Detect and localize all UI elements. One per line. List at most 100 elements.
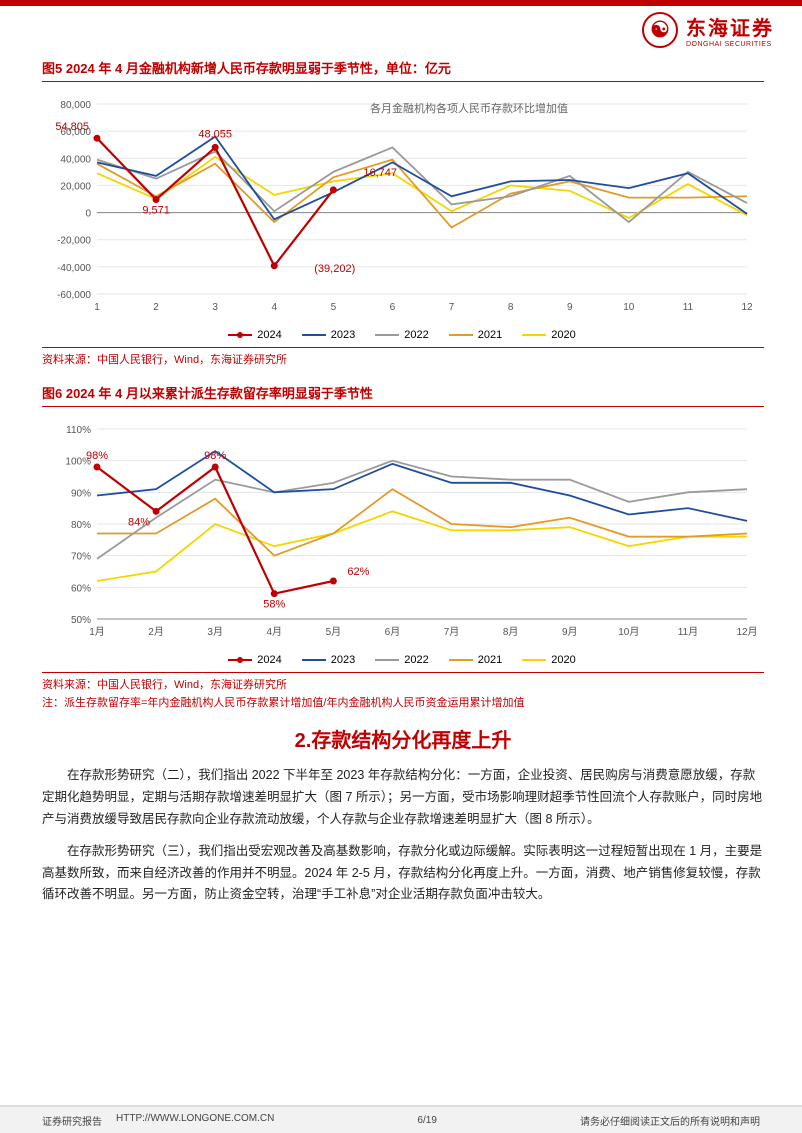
- legend-item-2020: 2020: [522, 329, 575, 341]
- svg-text:12月: 12月: [736, 626, 757, 638]
- svg-text:58%: 58%: [263, 599, 285, 611]
- footer: 证券研究报告 HTTP://WWW.LONGONE.COM.CN 6/19 请务…: [0, 1105, 802, 1133]
- section2-para1: 在存款形势研究（二），我们指出 2022 下半年至 2023 年存款结构分化：一…: [42, 765, 764, 831]
- svg-text:各月金融机构各项人民币存款环比增加值: 各月金融机构各项人民币存款环比增加值: [370, 101, 568, 115]
- svg-text:5: 5: [331, 302, 337, 313]
- legend-item-2021: 2021: [449, 654, 502, 666]
- chart5-legend: 2024 2023 2022 2021 2020: [42, 329, 762, 341]
- svg-text:0: 0: [85, 209, 91, 220]
- svg-text:54,805: 54,805: [55, 121, 89, 133]
- legend-label: 2023: [331, 654, 355, 666]
- svg-text:6: 6: [390, 302, 396, 313]
- chart5-source: 资料来源：中国人民银行，Wind，东海证券研究所: [42, 347, 764, 367]
- legend-label: 2024: [257, 329, 281, 341]
- svg-text:2: 2: [153, 302, 159, 313]
- chart6-svg: 50%60%70%80%90%100%110%1月2月3月4月5月6月7月8月9…: [42, 415, 762, 645]
- svg-text:12: 12: [741, 302, 753, 313]
- svg-text:4月: 4月: [266, 626, 282, 638]
- legend-line-icon: [302, 334, 326, 336]
- svg-text:8月: 8月: [503, 626, 519, 638]
- legend-item-2024: 2024: [228, 654, 281, 666]
- legend-line-icon: [375, 334, 399, 336]
- svg-text:11: 11: [683, 302, 694, 313]
- footer-left: 证券研究报告 HTTP://WWW.LONGONE.COM.CN: [42, 1113, 274, 1128]
- svg-text:98%: 98%: [86, 450, 108, 462]
- chart6-container: 50%60%70%80%90%100%110%1月2月3月4月5月6月7月8月9…: [42, 415, 762, 666]
- chart5-title: 图5 2024 年 4 月金融机构新增人民币存款明显弱于季节性，单位：亿元: [42, 58, 764, 82]
- svg-text:90%: 90%: [71, 488, 91, 499]
- header: ☯ 东海证券 DONGHAI SECURITIES: [642, 12, 774, 48]
- svg-text:7: 7: [449, 302, 455, 313]
- legend-label: 2020: [551, 329, 575, 341]
- main-content: 图5 2024 年 4 月金融机构新增人民币存款明显弱于季节性，单位：亿元 -6…: [42, 58, 764, 916]
- legend-label: 2022: [404, 654, 428, 666]
- svg-text:10月: 10月: [618, 626, 639, 638]
- legend-label: 2020: [551, 654, 575, 666]
- svg-text:3: 3: [212, 302, 218, 313]
- footer-disclaimer: 请务必仔细阅读正文后的所有说明和声明: [580, 1113, 760, 1128]
- svg-text:8: 8: [508, 302, 514, 313]
- svg-text:9: 9: [567, 302, 573, 313]
- svg-text:7月: 7月: [444, 626, 460, 638]
- svg-text:84%: 84%: [128, 516, 150, 528]
- company-name-cn: 东海证券: [686, 12, 774, 41]
- svg-text:9月: 9月: [562, 626, 578, 638]
- svg-text:16,747: 16,747: [363, 167, 397, 179]
- legend-label: 2021: [478, 329, 502, 341]
- top-accent-bar: [0, 0, 802, 6]
- svg-text:6月: 6月: [385, 626, 401, 638]
- section2-heading: 2.存款结构分化再度上升: [42, 724, 764, 753]
- legend-marker-icon: [237, 332, 243, 338]
- legend-item-2023: 2023: [302, 329, 355, 341]
- legend-line-icon: [522, 334, 546, 336]
- svg-text:80%: 80%: [71, 520, 91, 531]
- svg-text:40,000: 40,000: [60, 154, 91, 165]
- legend-item-2022: 2022: [375, 329, 428, 341]
- chart5-svg: -60,000-40,000-20,000020,00040,00060,000…: [42, 90, 762, 320]
- svg-text:11月: 11月: [678, 626, 698, 638]
- svg-text:5月: 5月: [326, 626, 342, 638]
- legend-item-2021: 2021: [449, 329, 502, 341]
- legend-line-icon: [449, 659, 473, 661]
- svg-text:62%: 62%: [347, 566, 369, 578]
- svg-text:-20,000: -20,000: [57, 236, 91, 247]
- chart5-container: -60,000-40,000-20,000020,00040,00060,000…: [42, 90, 762, 341]
- svg-text:1: 1: [94, 302, 100, 313]
- legend-label: 2024: [257, 654, 281, 666]
- svg-text:-60,000: -60,000: [57, 290, 91, 301]
- company-logo-icon: ☯: [642, 12, 678, 48]
- logo-glyph: ☯: [650, 17, 670, 43]
- svg-text:-40,000: -40,000: [57, 263, 91, 274]
- section2-para2: 在存款形势研究（三），我们指出受宏观改善及高基数影响，存款分化或边际缓解。实际表…: [42, 841, 764, 907]
- svg-text:70%: 70%: [71, 552, 91, 563]
- company-name-en: DONGHAI SECURITIES: [686, 41, 774, 48]
- svg-text:98%: 98%: [204, 450, 226, 462]
- legend-label: 2021: [478, 654, 502, 666]
- chart6-title: 图6 2024 年 4 月以来累计派生存款留存率明显弱于季节性: [42, 383, 764, 407]
- svg-text:4: 4: [271, 302, 277, 313]
- footer-page: 6/19: [417, 1115, 436, 1126]
- legend-line-icon: [302, 659, 326, 661]
- chart6-note: 注：派生存款留存率=年内金融机构人民币存款累计增加值/年内金融机构人民币资金运用…: [42, 694, 764, 710]
- svg-text:3月: 3月: [207, 626, 223, 638]
- legend-line-icon: [449, 334, 473, 336]
- company-name-block: 东海证券 DONGHAI SECURITIES: [686, 12, 774, 48]
- legend-line-icon: [228, 334, 252, 336]
- legend-item-2023: 2023: [302, 654, 355, 666]
- chart6-source: 资料来源：中国人民银行，Wind，东海证券研究所: [42, 672, 764, 692]
- svg-text:20,000: 20,000: [60, 181, 91, 192]
- legend-label: 2023: [331, 329, 355, 341]
- footer-label: 证券研究报告: [42, 1113, 102, 1128]
- svg-text:2月: 2月: [148, 626, 164, 638]
- legend-line-icon: [228, 659, 252, 661]
- legend-marker-icon: [237, 657, 243, 663]
- legend-label: 2022: [404, 329, 428, 341]
- legend-item-2024: 2024: [228, 329, 281, 341]
- legend-item-2020: 2020: [522, 654, 575, 666]
- legend-line-icon: [522, 659, 546, 661]
- svg-text:50%: 50%: [71, 615, 91, 626]
- svg-text:80,000: 80,000: [60, 100, 91, 111]
- svg-text:48,055: 48,055: [198, 128, 232, 140]
- chart6-legend: 2024 2023 2022 2021 2020: [42, 654, 762, 666]
- svg-text:9,571: 9,571: [142, 205, 170, 217]
